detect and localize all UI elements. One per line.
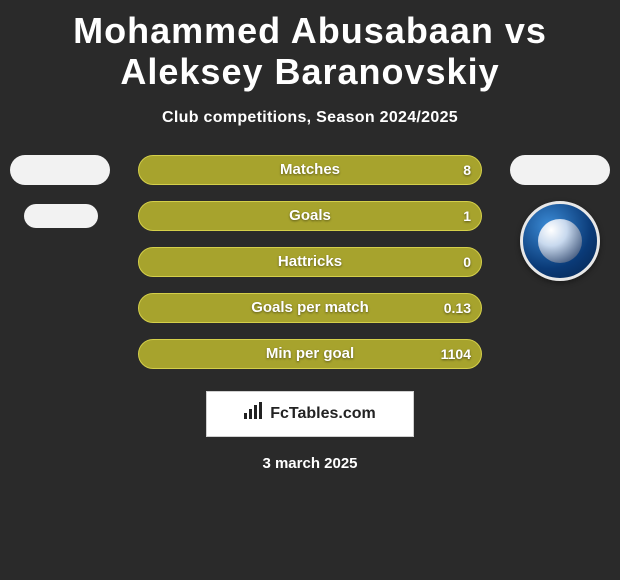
chart-icon <box>244 402 264 425</box>
stat-row: Hattricks0 <box>0 247 620 277</box>
stat-row: Goals per match0.13 <box>0 293 620 323</box>
date-label: 3 march 2025 <box>0 455 620 472</box>
stat-value-right: 8 <box>463 156 471 184</box>
stat-value-right: 1 <box>463 202 471 230</box>
stat-label: Goals <box>139 202 481 230</box>
stat-bar: Goals per match0.13 <box>138 293 482 323</box>
stat-bar: Goals1 <box>138 201 482 231</box>
stat-bar: Hattricks0 <box>138 247 482 277</box>
stat-label: Goals per match <box>139 294 481 322</box>
player-right-pill <box>510 155 610 185</box>
stat-label: Min per goal <box>139 340 481 368</box>
stat-label: Hattricks <box>139 248 481 276</box>
subtitle: Club competitions, Season 2024/2025 <box>0 109 620 127</box>
stat-value-right: 1104 <box>441 340 471 368</box>
stat-value-right: 0.13 <box>444 294 471 322</box>
brand-text: FcTables.com <box>270 405 376 423</box>
stat-row: Matches8 <box>0 155 620 185</box>
player-left-pill <box>10 155 110 185</box>
page-title: Mohammed Abusabaan vs Aleksey Baranovski… <box>0 0 620 101</box>
stats-area: Matches8Goals1Hattricks0Goals per match0… <box>0 155 620 369</box>
brand-box: FcTables.com <box>206 391 414 437</box>
stat-label: Matches <box>139 156 481 184</box>
stat-row: Min per goal1104 <box>0 339 620 369</box>
stat-bar: Matches8 <box>138 155 482 185</box>
player-left-pill <box>24 204 98 228</box>
stat-row: Goals1 <box>0 201 620 231</box>
stat-value-right: 0 <box>463 248 471 276</box>
stat-bar: Min per goal1104 <box>138 339 482 369</box>
